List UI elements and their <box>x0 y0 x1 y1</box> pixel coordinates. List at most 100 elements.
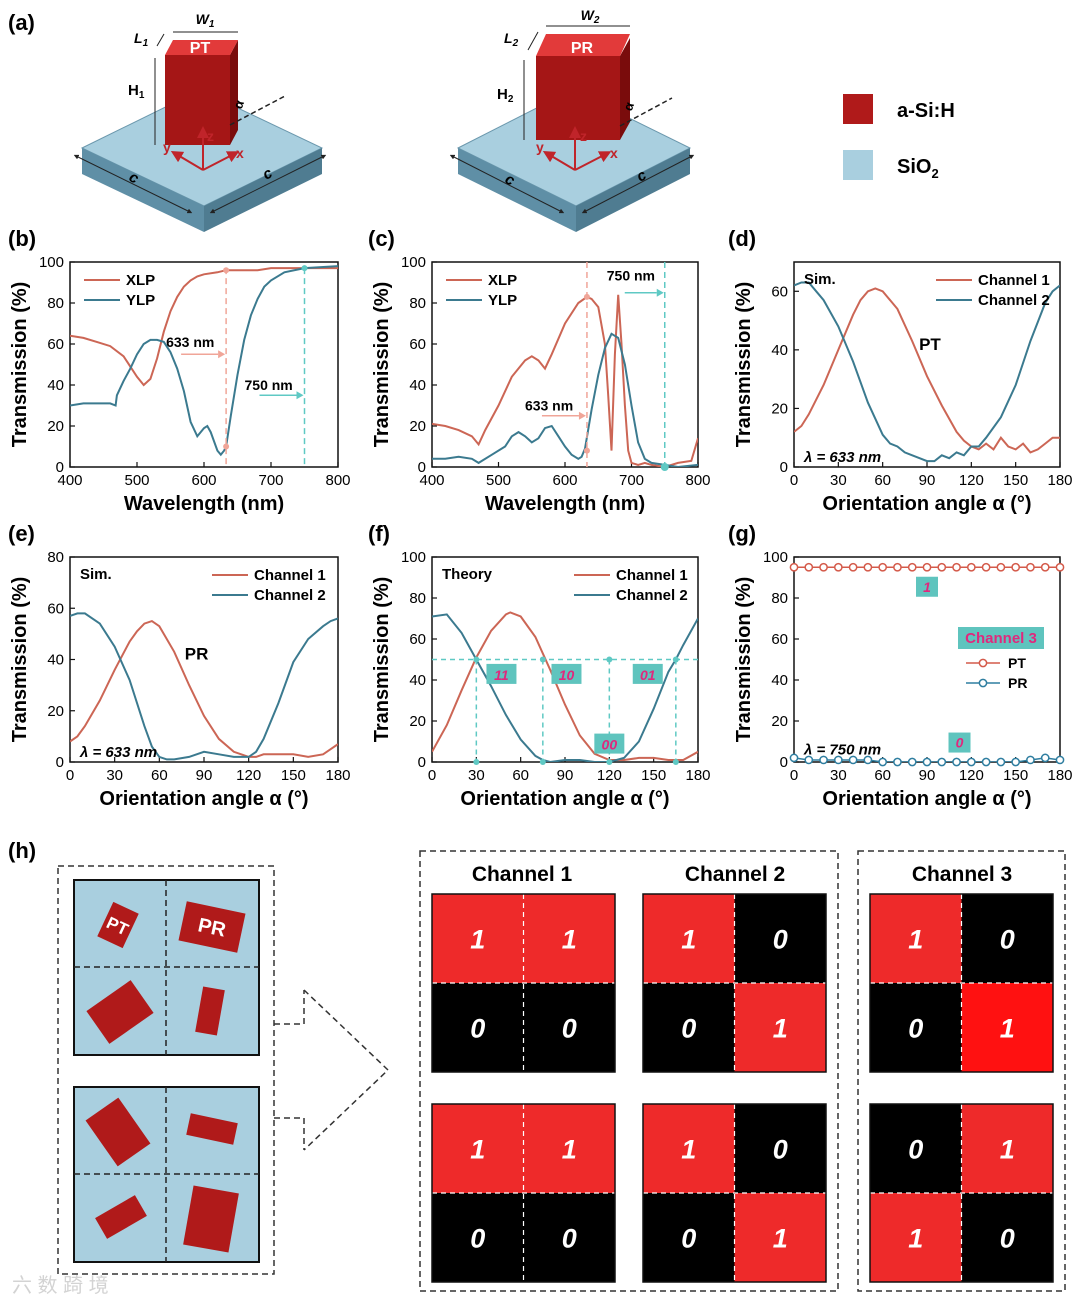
charts-layer: (b)400 500 600 700 800020406080100Wavelength… <box>8 226 1073 810</box>
bit-value: 1 <box>908 1224 923 1254</box>
data-point-pt <box>819 562 828 572</box>
annotation-arrowhead <box>296 391 304 400</box>
legend-label: Channel 2 <box>978 292 1050 309</box>
code-tag: 00 <box>602 737 618 753</box>
wavelength-label: λ = 750 nm <box>803 742 881 759</box>
code-tag-bg <box>916 576 938 597</box>
bit-value: 1 <box>681 925 696 955</box>
y-tick-label: 0 <box>56 754 64 771</box>
y-axis-label: Transmission (%) <box>733 577 755 743</box>
data-point-pr <box>966 757 976 767</box>
marker-point <box>660 463 669 471</box>
wavelength-label: λ = 633 nm <box>803 449 881 466</box>
panel-label: (g) <box>728 521 756 546</box>
bit-cell <box>523 1104 615 1193</box>
bit-cell <box>734 1104 826 1193</box>
x-tick-label: 150 <box>281 767 306 784</box>
x-tick-label: 180 <box>1047 767 1072 784</box>
x-tick-label: 120 <box>959 472 984 489</box>
bit-cell <box>870 1193 962 1282</box>
y-axis-label: Transmission (%) <box>9 282 31 448</box>
x-tick-label: 120 <box>236 767 261 784</box>
y-label: y <box>536 139 544 155</box>
x-tick-label: 90 <box>196 767 213 784</box>
y-tick-label: 0 <box>56 459 64 476</box>
legend-marker <box>978 678 988 688</box>
y-tick-label: 40 <box>409 672 426 689</box>
data-point-pt <box>952 562 961 572</box>
x-axis-label: Orientation angle α (°) <box>460 788 669 810</box>
bit-value: 1 <box>562 925 577 955</box>
series-line-xlp <box>432 294 698 467</box>
bit-cell <box>734 983 826 1072</box>
legend-label: Channel 1 <box>978 272 1050 289</box>
series-line-channel-2 <box>70 612 338 761</box>
y-tick-label: 0 <box>418 754 426 771</box>
l-dim <box>156 33 165 47</box>
x-tick-label: 400 <box>419 472 444 489</box>
chart-d: (d) 0 30 60 90 120 150 180 0 20 40 60 Orientation an… <box>728 226 1073 515</box>
legend-label: Channel 1 <box>254 567 326 584</box>
y-tick-label: 100 <box>39 254 64 271</box>
x-tick-label: 500 <box>124 472 149 489</box>
x-tick-label: 150 <box>641 767 666 784</box>
y-tick-label: 20 <box>47 703 64 720</box>
y-tick-label: 60 <box>409 336 426 353</box>
output-frame-3 <box>857 850 1066 1292</box>
pillar-tag: PT <box>919 335 941 354</box>
x-tick-label: 90 <box>919 767 936 784</box>
data-point-pt <box>833 562 843 572</box>
bit-grids: 1 1 0 0 1 0 0 1 1 0 0 1 1 1 0 0 1 0 0 1 0 1 1 0 <box>431 893 1054 1283</box>
y-axis-label: Transmission (%) <box>733 282 755 448</box>
wavelength-label: λ = 633 nm <box>79 744 157 761</box>
w-label: W1 <box>196 11 215 30</box>
alpha-line <box>229 95 286 126</box>
y-tick-label: 0 <box>780 754 788 771</box>
bit-cell <box>734 894 826 983</box>
bit-cell <box>961 1193 1053 1282</box>
bit-cell <box>432 1104 524 1193</box>
annotation-633: 633 nm <box>525 398 573 414</box>
data-point-pt <box>981 562 991 572</box>
code-tag: 11 <box>494 667 509 683</box>
x-tick-label: 30 <box>468 767 485 784</box>
asih-swatch <box>843 94 873 124</box>
marker-point <box>539 759 546 765</box>
l-label: L2 <box>504 30 519 49</box>
data-point-pr <box>1026 755 1035 765</box>
y-axis-label: Transmission (%) <box>9 577 31 743</box>
x-tick-label: 150 <box>1003 472 1028 489</box>
bit-cell <box>432 983 524 1072</box>
annotation-arrowhead <box>656 288 664 297</box>
series-line-channel-1 <box>432 611 698 761</box>
y-axis-label: Transmission (%) <box>371 282 393 448</box>
data-point-pt <box>789 562 799 572</box>
legend-label: Channel 1 <box>616 567 688 584</box>
y-tick-label: 20 <box>771 713 788 730</box>
code-tag-bg <box>551 663 582 684</box>
alpha-line <box>619 97 673 127</box>
panel-h: (h) PT PR <box>8 838 1066 1292</box>
y-tick-label: 0 <box>780 459 788 476</box>
data-point-pr <box>1040 753 1050 763</box>
y-tick-label: 40 <box>47 652 64 669</box>
x-tick-label: 0 <box>790 767 798 784</box>
bit-cell <box>432 894 524 983</box>
layout-frame <box>57 865 275 1275</box>
y-tick-label: 20 <box>47 418 64 435</box>
bit-cell <box>523 983 615 1072</box>
x-tick-label: 30 <box>106 767 123 784</box>
panel-label-a: (a) <box>8 10 35 35</box>
y-tick-label: 0 <box>418 459 426 476</box>
panel-label: (d) <box>728 226 756 251</box>
channel-1-title: Channel 1 <box>472 863 573 886</box>
c-dim-right <box>581 154 695 214</box>
x-label: x <box>610 145 618 161</box>
bit-grid-top-ch1: 1 1 0 0 <box>431 893 616 1073</box>
chart-c: (c) 400 500 600 700 800 0 20 40 60 80 100 Wavelength… <box>368 226 711 515</box>
chart-b: (b) 400 500 600 700 800 0 20 40 60 80 100 Wavelength… <box>8 226 351 515</box>
bit-cell <box>643 894 735 983</box>
x-tick-label: 60 <box>874 767 891 784</box>
material-legend: a-Si:H SiO2 <box>843 94 955 181</box>
layout-bottom <box>73 1086 260 1263</box>
